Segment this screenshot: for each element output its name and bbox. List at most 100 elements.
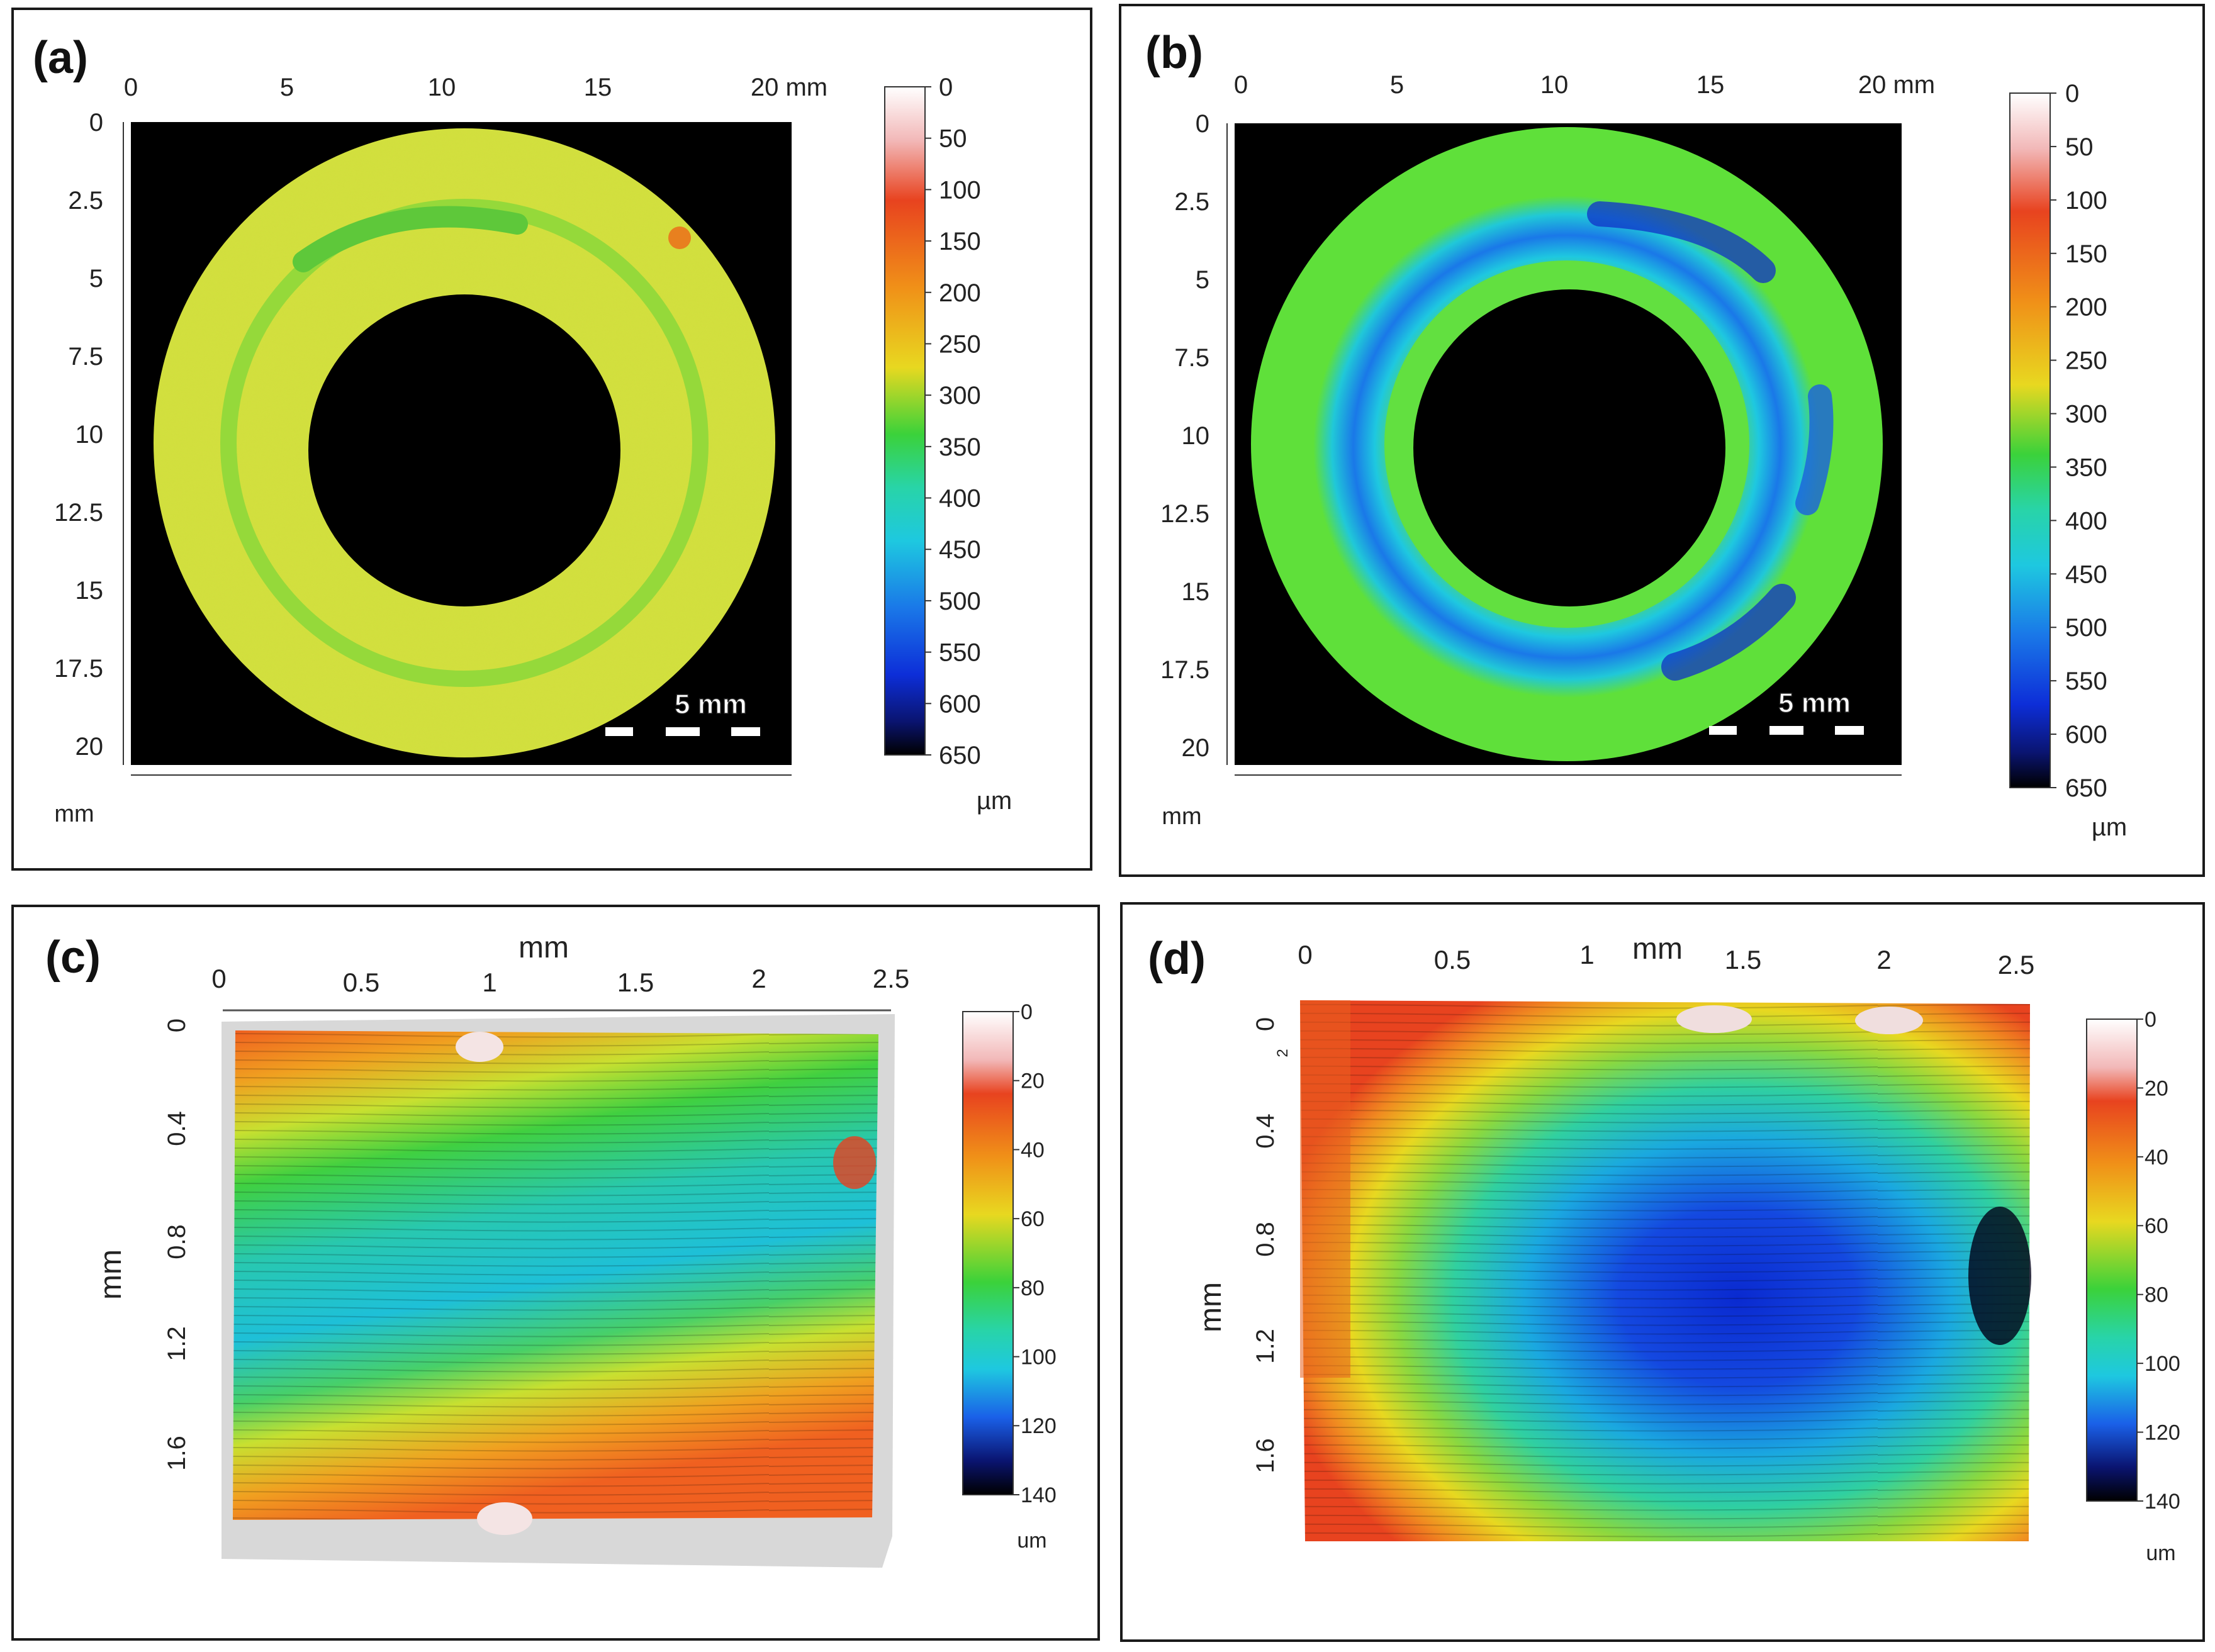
y-tick: 5 (89, 265, 103, 293)
colorbar: 050100150200250300350400450500550600650 … (2009, 80, 2127, 841)
deep-wear-zone (1661, 584, 1796, 681)
panel-label: (a) (33, 33, 88, 83)
surface-topography (1300, 1000, 2031, 1541)
x-tick: 10 (1540, 71, 1569, 99)
x-tick: 0.5 (343, 968, 379, 997)
colorbar-tick-label: 0 (1021, 1000, 1033, 1024)
colorbar-tick-label: 60 (1021, 1207, 1045, 1231)
asperity (1676, 1005, 1752, 1033)
y-tick: 0.4 (163, 1111, 191, 1146)
x-tick: 2.5 (873, 964, 909, 993)
wear-patch (293, 206, 528, 272)
y-unit: mm (1162, 803, 1201, 830)
x-tick: 0 (124, 74, 138, 101)
y-tick: 7.5 (68, 343, 103, 371)
x-tick: 1 (482, 968, 496, 997)
colorbar-tick-label: 500 (939, 588, 981, 615)
x-axis: 0 5 10 15 20 mm (124, 74, 827, 776)
y-tick: 0 (1252, 1017, 1279, 1031)
x-tick: 5 (1390, 71, 1404, 99)
colorbar-tick-label: 0 (939, 74, 953, 101)
colorbar-tick-label: 150 (2065, 240, 2107, 268)
panel-b: (b) 5 mm 0 5 10 15 20 mm 0 2.5 5 7.5 10 … (1119, 4, 2205, 877)
x-tick: 10 (428, 74, 456, 101)
asperity (833, 1136, 876, 1189)
y-tick: 2.5 (1174, 188, 1209, 216)
colorbar-tick-label: 400 (939, 485, 981, 513)
y-tick: 7.5 (1174, 344, 1209, 372)
ring-bore (1413, 289, 1725, 606)
y-unit: mm (54, 801, 94, 827)
x-tick: 2 (751, 964, 766, 993)
x-tick: 0 (1298, 940, 1312, 969)
y-tick: 1.2 (163, 1326, 191, 1361)
colorbar-tick-label: 50 (2065, 133, 2094, 161)
colorbar-tick-label: 40 (2145, 1146, 2168, 1169)
panel-b-figure: (b) 5 mm 0 5 10 15 20 mm 0 2.5 5 7.5 10 … (1145, 28, 2127, 841)
y-tick-small: 2 (1274, 1049, 1291, 1057)
y-tick: 10 (1182, 422, 1210, 450)
surface-topography (222, 1014, 895, 1568)
colorbar-tick-label: 100 (1021, 1345, 1057, 1369)
colorbar-tick-label: 200 (939, 279, 981, 307)
x-axis: 0 0.5 1 1.5 2 2.5 (1298, 940, 2034, 979)
x-tick: 0.5 (1434, 945, 1471, 974)
x-axis: 0 5 10 15 20 mm (1234, 71, 1935, 776)
x-tick: 2.5 (1998, 950, 2034, 979)
colorbar-tick-label: 40 (1021, 1138, 1045, 1162)
panel-label: (b) (1145, 28, 1203, 78)
y-tick: 0.8 (1252, 1222, 1279, 1257)
y-tick: 0 (1196, 110, 1209, 138)
ring-specimen (1251, 127, 1883, 761)
asperity (456, 1032, 503, 1062)
colorbar-tick-label: 400 (2065, 507, 2107, 535)
y-axis-title: mm (1194, 1282, 1228, 1332)
colorbar-tick-label: 650 (939, 742, 981, 769)
scale-bar (605, 727, 760, 736)
colorbar-unit: um (1017, 1529, 1046, 1553)
panel-d: (d) mm 0 0.5 1 1.5 2 2.5 mm 0 2 0.4 0.8 … (1120, 902, 2205, 1642)
y-axis: mm 0 2 0.4 0.8 1.2 1.6 (1194, 1017, 1291, 1473)
colorbar-tick-label: 120 (1021, 1414, 1057, 1438)
y-tick: 0 (163, 1019, 191, 1032)
x-tick: 1.5 (617, 968, 654, 997)
colorbar-tick-label: 350 (2065, 454, 2107, 481)
colorbar-tick-label: 450 (2065, 561, 2107, 588)
colorbar-tick-label: 500 (2065, 614, 2107, 642)
colorbar-unit: µm (977, 787, 1012, 815)
colorbar-tick-label: 250 (939, 330, 981, 358)
panel-d-figure: (d) mm 0 0.5 1 1.5 2 2.5 mm 0 2 0.4 0.8 … (1148, 932, 2180, 1565)
colorbar-tick-label: 600 (939, 690, 981, 718)
y-axis: 0 2.5 5 7.5 10 12.5 15 17.5 20 mm (1160, 110, 1228, 830)
y-tick: 0.8 (163, 1224, 191, 1259)
x-tick: 0 (1234, 71, 1248, 99)
panel-label: (d) (1148, 934, 1206, 984)
y-tick: 20 (76, 733, 104, 761)
colorbar-tick-label: 140 (1021, 1483, 1057, 1507)
colorbar-tick-label: 100 (939, 176, 981, 204)
asperity (477, 1502, 532, 1535)
colorbar-tick-label: 120 (2145, 1420, 2180, 1444)
x-tick: 20 mm (751, 74, 827, 101)
panel-c-figure: (c) mm 0 0.5 1 1.5 2 2.5 mm 0 0.4 0.8 1.… (45, 931, 1057, 1568)
panel-c: (c) mm 0 0.5 1 1.5 2 2.5 mm 0 0.4 0.8 1.… (11, 905, 1100, 1641)
y-tick: 20 (1182, 734, 1210, 762)
colorbar-tick-label: 80 (2145, 1283, 2168, 1307)
y-axis: mm 0 0.4 0.8 1.2 1.6 (94, 1019, 191, 1471)
deep-wear-zone (1795, 384, 1834, 515)
colorbar-tick-label: 300 (2065, 401, 2107, 428)
colorbar-unit: um (2146, 1541, 2175, 1565)
x-tick: 20 mm (1858, 71, 1935, 99)
colorbar-tick-label: 0 (2145, 1008, 2156, 1032)
colorbar-tick-label: 550 (2065, 667, 2107, 695)
deep-wear-zone (1587, 201, 1776, 283)
colorbar-tick-label: 20 (1021, 1069, 1045, 1093)
y-axis: 0 2.5 5 7.5 10 12.5 15 17.5 20 mm (54, 109, 124, 827)
colorbar-tick-label: 250 (2065, 347, 2107, 375)
y-tick: 17.5 (1160, 656, 1209, 684)
x-tick: 5 (280, 74, 294, 101)
colorbar-tick-label: 550 (939, 639, 981, 667)
colorbar-tick-label: 650 (2065, 774, 2107, 802)
y-tick: 15 (1182, 578, 1210, 606)
deepest-wear (1968, 1207, 2031, 1345)
